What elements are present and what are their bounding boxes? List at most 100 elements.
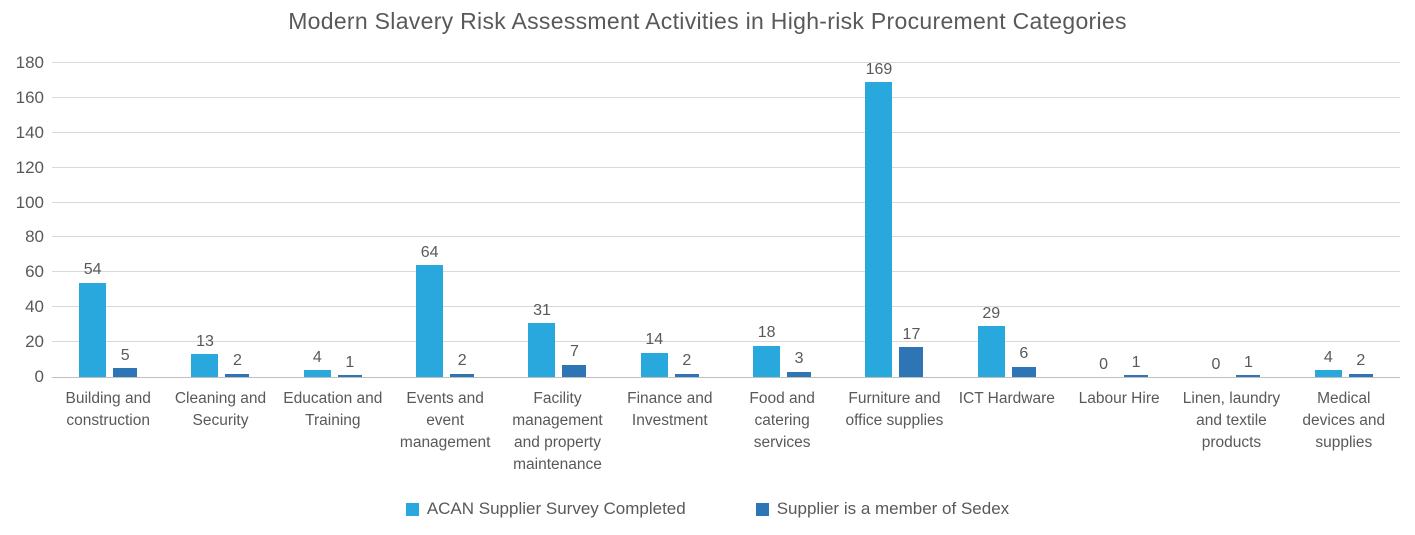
bar — [865, 82, 893, 377]
bar-value-label: 14 — [645, 331, 664, 349]
bar-value-label: 0 — [1099, 355, 1109, 373]
legend-label: Supplier is a member of Sedex — [776, 499, 1010, 518]
x-axis-category-label: Cleaning and Security — [174, 390, 267, 429]
bar-value-label: 13 — [196, 332, 214, 350]
legend-entry: ACAN Supplier Survey Completed — [405, 499, 686, 519]
bar-group: 4 — [303, 348, 331, 377]
bar-value-label: 169 — [865, 60, 893, 78]
legend: ACAN Supplier Survey Completed Supplier i… — [0, 499, 1415, 519]
bar-group: 17 — [899, 325, 924, 377]
bar — [225, 373, 250, 377]
bar-group: 4 — [1314, 348, 1342, 377]
bar-group: 2 — [1348, 352, 1373, 377]
bar-value-label: 17 — [902, 325, 921, 343]
bar-value-label: 5 — [120, 346, 130, 364]
bar-value-label: 2 — [682, 352, 692, 370]
chart-title: Modern Slavery Risk Assessment Activitie… — [288, 8, 1127, 34]
bar-value-label: 64 — [420, 243, 439, 261]
bar — [416, 265, 444, 377]
x-axis-category-label: Labour Hire — [1078, 390, 1160, 407]
bar-group: 0 — [1202, 356, 1229, 377]
bar-group: 1 — [1124, 353, 1149, 377]
legend-label: ACAN Supplier Survey Completed — [426, 499, 686, 518]
x-axis-category-label: Finance and Investment — [627, 390, 713, 429]
bar-group: 31 — [528, 301, 556, 377]
category-group: 54 5 — [52, 63, 164, 377]
bar-value-label: 1 — [345, 353, 355, 371]
bar-value-label: 18 — [757, 324, 776, 342]
y-axis-tick-label: 140 — [15, 122, 44, 142]
bar-value-label: 4 — [1323, 348, 1333, 366]
x-axis-category-label: ICT Hardware — [958, 390, 1055, 407]
category-group: 29 6 — [951, 63, 1063, 377]
gridline — [52, 131, 1400, 133]
bar — [1314, 370, 1342, 377]
bar — [562, 364, 587, 377]
bar-value-label: 54 — [83, 261, 102, 279]
gridline — [52, 62, 1400, 63]
x-axis: Building and construction Cleaning and Se… — [52, 388, 1400, 476]
bar-group: 0 — [1090, 356, 1117, 377]
y-axis-tick-label: 60 — [25, 262, 44, 282]
gridline — [52, 201, 1400, 203]
gridline — [52, 96, 1400, 98]
bar-value-label: 2 — [457, 352, 467, 370]
x-axis-category-label: Food and catering services — [749, 390, 815, 451]
bar — [787, 371, 812, 377]
category-group: 14 2 — [614, 63, 726, 377]
category-group: 31 7 — [501, 63, 613, 377]
bar — [528, 322, 556, 377]
bar — [1011, 366, 1036, 377]
bar-group: 2 — [674, 352, 699, 377]
bar-group: 18 — [753, 324, 781, 377]
plot-area: 54 5 13 2 4 1 64 2 31 7 14 2 18 3 169 17 29 6 0 1 0 1 4 2 — [52, 60, 1400, 378]
legend-entry: Supplier is a member of Sedex — [755, 499, 1010, 519]
bar — [113, 368, 138, 377]
bar-value-label: 31 — [533, 301, 551, 319]
bar-group: 14 — [640, 331, 668, 377]
bar-value-label: 4 — [312, 348, 322, 366]
bar-group: 2 — [450, 352, 475, 377]
bar-value-label: 29 — [982, 305, 1001, 323]
bar-group: 6 — [1011, 345, 1036, 377]
bar-group: 29 — [977, 305, 1005, 377]
bar — [79, 282, 107, 377]
category-group: 64 2 — [389, 63, 501, 377]
category-group: 13 2 — [164, 63, 276, 377]
x-axis-category-label: Events and event management — [399, 390, 491, 451]
y-axis-tick-label: 40 — [25, 297, 44, 317]
bar — [1348, 373, 1373, 377]
gridline — [52, 271, 1400, 273]
bar — [1124, 375, 1149, 377]
bar-value-label: 6 — [1019, 345, 1029, 363]
bar-value-label: 0 — [1211, 355, 1221, 373]
bar-group: 7 — [562, 343, 587, 377]
bar-group: 3 — [787, 350, 812, 377]
bar-value-label: 3 — [794, 350, 804, 368]
gridline — [52, 166, 1400, 168]
bar — [191, 354, 219, 377]
x-axis-category-label: Building and construction — [65, 390, 151, 429]
bar-group: 1 — [337, 353, 362, 377]
bar — [337, 375, 362, 377]
x-axis-category-label: Furniture and office supplies — [845, 390, 944, 429]
legend-swatch-icon — [405, 502, 419, 516]
bar-value-label: 1 — [1243, 353, 1253, 371]
x-axis-category-label: Medical devices and supplies — [1302, 390, 1386, 451]
bar-value-label: 2 — [1356, 352, 1366, 370]
gridline — [52, 236, 1400, 238]
bar-value-label: 1 — [1131, 353, 1141, 371]
y-axis-tick-label: 100 — [15, 192, 44, 212]
bar-group: 54 — [79, 261, 107, 377]
bar-value-label: 7 — [570, 343, 579, 361]
bar — [899, 347, 924, 377]
y-axis-tick-label: 0 — [34, 367, 44, 386]
category-group: 169 17 — [838, 60, 950, 377]
bar-group: 64 — [416, 243, 444, 377]
x-axis-category-label: Facility management and property mainten… — [512, 390, 603, 473]
